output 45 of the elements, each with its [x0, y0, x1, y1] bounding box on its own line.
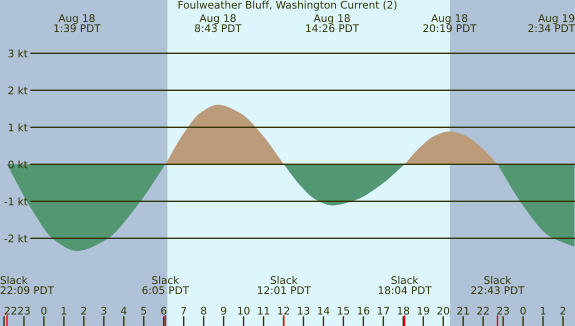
- x-tick-label: 23: [18, 306, 30, 315]
- x-tick-label: 4: [120, 306, 127, 314]
- annotation: Slack 6:05 PDT: [142, 276, 190, 294]
- x-tick-label: 15: [338, 306, 350, 315]
- x-tick-label: 9: [220, 306, 226, 315]
- x-tick-label: 20: [437, 306, 450, 315]
- y-tick-label: 1 kt: [8, 123, 28, 132]
- y-tick-label: -1 kt: [4, 197, 28, 206]
- x-tick-label: 22: [477, 306, 489, 314]
- x-tick-label: 8: [201, 306, 206, 315]
- x-tick-label: 2: [81, 306, 86, 314]
- x-tick-label: 18: [398, 306, 410, 315]
- annotation: Aug 18 20:19 PDT: [423, 14, 477, 32]
- x-tick-label: 7: [181, 306, 186, 314]
- x-tick-label: 1: [540, 306, 546, 314]
- x-tick-label: 19: [418, 306, 430, 315]
- x-tick-label: 14: [318, 306, 330, 314]
- annotation: Slack 12:01 PDT: [258, 276, 311, 294]
- x-tick-label: 3: [101, 306, 106, 315]
- x-tick-label: 16: [358, 306, 370, 315]
- annotation: Slack 22:43 PDT: [471, 276, 524, 294]
- annotation: Aug 19 2:34 PDT: [528, 14, 575, 32]
- annotation: Aug 18 8:43 PDT: [194, 14, 242, 32]
- x-tick-label: 23: [497, 306, 509, 315]
- y-tick-label: 2 kt: [8, 86, 28, 94]
- x-tick-label: 2: [560, 306, 566, 314]
- y-tick-label: -2 kt: [4, 234, 28, 242]
- x-tick-label: 5: [141, 306, 146, 315]
- annotation: Aug 18 1:39 PDT: [54, 14, 101, 32]
- x-tick-label: 13: [298, 306, 310, 315]
- annotation: Slack 18:04 PDT: [378, 276, 432, 294]
- chart-title: Foulweather Bluff, Washington Current (2): [178, 0, 397, 11]
- x-tick-label: 17: [378, 306, 390, 314]
- annotation: Aug 18 14:26 PDT: [306, 14, 360, 32]
- x-tick-label: 12: [278, 306, 290, 314]
- x-tick-label: 6: [161, 306, 166, 315]
- x-tick-label: 1: [62, 306, 66, 314]
- y-tick-label: 3 kt: [8, 49, 28, 58]
- x-tick-label: 21: [457, 306, 469, 314]
- x-tick-label: 10: [238, 306, 250, 315]
- x-tick-label: 22: [4, 306, 16, 314]
- annotation: Slack 22:09 PDT: [0, 276, 54, 294]
- x-tick-label: 11: [258, 306, 270, 314]
- x-tick-label: 0: [41, 306, 47, 315]
- x-tick-label: 0: [520, 306, 526, 315]
